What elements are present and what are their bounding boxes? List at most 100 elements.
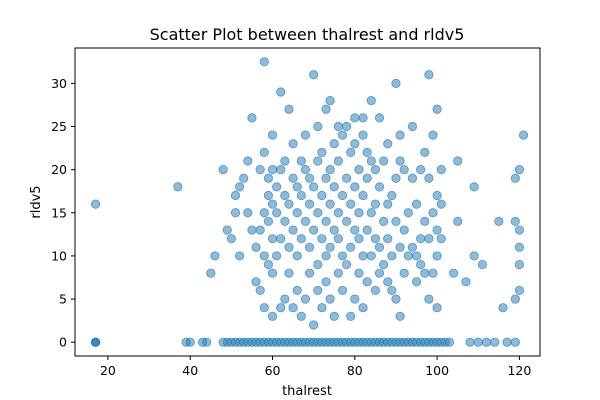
data-point — [428, 268, 438, 278]
data-point — [284, 242, 294, 252]
data-point — [411, 277, 422, 287]
data-point — [337, 285, 348, 296]
data-point — [514, 165, 525, 175]
data-point — [387, 190, 397, 201]
plot-frame — [74, 47, 541, 357]
data-point — [272, 251, 282, 261]
data-point — [337, 130, 348, 140]
data-point — [341, 173, 352, 183]
data-point — [235, 182, 245, 192]
data-point — [259, 147, 269, 157]
data-point — [432, 225, 442, 235]
data-point — [300, 130, 311, 140]
data-point — [358, 113, 368, 123]
data-point — [370, 285, 380, 296]
data-point — [432, 104, 442, 114]
data-point — [313, 156, 323, 166]
data-point — [362, 277, 372, 287]
data-point — [276, 87, 286, 97]
data-point — [267, 268, 278, 278]
data-point — [366, 156, 376, 166]
data-point — [296, 156, 306, 166]
y-tick-label: 5 — [59, 292, 67, 307]
data-point — [276, 165, 286, 175]
data-point — [350, 225, 360, 235]
data-point — [391, 78, 401, 88]
data-point — [317, 190, 327, 201]
data-point — [362, 147, 372, 157]
data-point — [416, 165, 426, 175]
data-point — [469, 182, 479, 192]
data-point — [383, 139, 393, 149]
data-point — [341, 259, 352, 270]
data-point — [329, 139, 339, 149]
data-point — [276, 234, 286, 244]
data-point — [407, 242, 418, 252]
data-point — [263, 190, 274, 201]
x-tick-label: 20 — [100, 363, 116, 378]
data-point — [420, 147, 430, 157]
points-layer — [90, 57, 529, 347]
data-point — [502, 337, 512, 347]
data-point — [251, 277, 261, 287]
x-axis-label: thalrest — [282, 384, 332, 399]
data-point — [416, 259, 426, 270]
data-point — [362, 225, 372, 235]
data-point — [288, 173, 298, 183]
data-point — [255, 165, 265, 175]
x-tick-label: 80 — [347, 363, 363, 378]
data-point — [284, 104, 294, 114]
data-point — [514, 285, 525, 296]
data-point — [321, 277, 331, 287]
data-point — [346, 242, 356, 252]
data-point — [333, 234, 343, 244]
data-point — [333, 208, 343, 218]
y-tick-label: 25 — [51, 119, 67, 134]
data-point — [350, 294, 360, 304]
data-point — [411, 251, 422, 261]
data-point — [309, 320, 319, 330]
data-point — [247, 225, 257, 235]
x-tick-label: 100 — [425, 363, 449, 378]
data-point — [399, 225, 409, 235]
data-point — [436, 234, 446, 244]
data-point — [226, 234, 236, 244]
data-point — [436, 199, 446, 209]
data-point — [247, 113, 257, 123]
data-point — [292, 208, 302, 218]
data-point — [341, 216, 352, 227]
data-point — [424, 294, 434, 304]
data-point — [350, 182, 360, 192]
data-point — [325, 96, 335, 106]
data-point — [206, 268, 216, 278]
data-point — [259, 208, 269, 218]
y-axis-label: rldv5 — [29, 185, 44, 218]
data-point — [346, 147, 356, 157]
data-point — [210, 251, 220, 261]
data-point — [383, 277, 393, 287]
data-point — [424, 234, 434, 244]
data-point — [399, 268, 409, 278]
data-point — [436, 165, 446, 175]
data-point — [222, 225, 232, 235]
data-point — [379, 259, 389, 270]
data-point — [317, 234, 327, 244]
data-point — [329, 182, 339, 192]
data-point — [267, 165, 278, 175]
data-point — [280, 156, 290, 166]
data-point — [296, 234, 306, 244]
data-point — [514, 259, 525, 270]
data-point — [313, 121, 323, 132]
data-point — [391, 216, 401, 227]
data-point — [374, 268, 385, 278]
data-point — [379, 216, 389, 227]
y-tick-label: 0 — [59, 335, 67, 350]
data-point — [230, 208, 241, 218]
data-point — [383, 234, 393, 244]
data-point — [469, 251, 479, 261]
data-point — [296, 311, 306, 321]
data-point — [403, 208, 413, 218]
